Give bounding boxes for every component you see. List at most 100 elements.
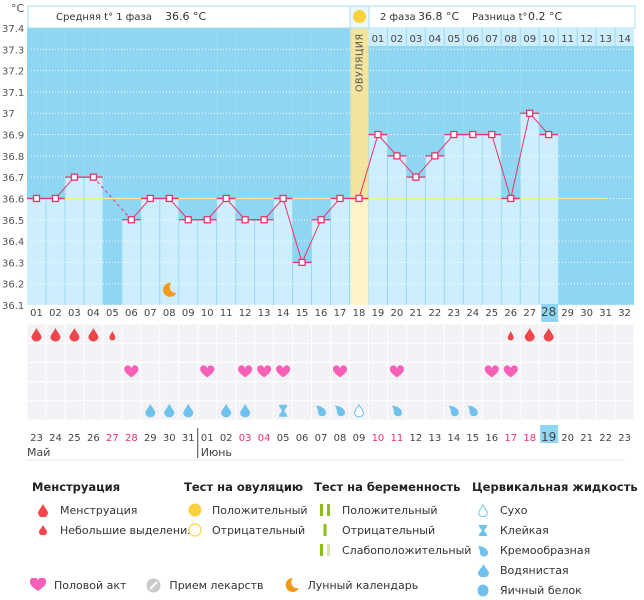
heart-icon: [484, 365, 499, 378]
calendar-cell: [255, 382, 274, 401]
calendar-cell: [501, 401, 520, 420]
calendar-date: 25: [68, 433, 81, 444]
calendar-cell: [596, 401, 615, 420]
calendar-cell: [65, 362, 84, 382]
calendar-cell: [425, 324, 444, 343]
calendar-cell: [596, 362, 615, 382]
temperature-bar: [311, 219, 331, 305]
calendar-date: 29: [144, 433, 157, 444]
temperature-point: [317, 216, 325, 224]
heart-icon: [238, 365, 253, 378]
legend-label: Лунный календарь: [307, 578, 419, 592]
calendar-cell: [615, 382, 634, 401]
temperature-bar: [330, 198, 350, 305]
calendar-cell: [65, 401, 84, 420]
cycle-day-label: 25: [485, 308, 498, 319]
egg-white-icon: [472, 583, 494, 597]
temperature-point: [241, 216, 249, 224]
temperature-bar: [273, 198, 293, 305]
calendar-date: 13: [428, 433, 441, 444]
temperature-bar: [539, 134, 559, 305]
temperature-point: [298, 258, 306, 267]
calendar-date: 30: [163, 433, 176, 444]
y-tick-label: 37.1: [2, 88, 24, 99]
today-highlight: [540, 425, 559, 443]
y-tick-label: 36.7: [2, 173, 24, 184]
pregnancy-weak-positive-icon: [314, 543, 336, 557]
cycle-day-label: 14: [277, 308, 290, 319]
calendar-cell: [520, 362, 539, 382]
calendar-cell: [482, 343, 501, 362]
calendar-cell: [122, 401, 141, 420]
cycle-day-label: 28: [541, 305, 556, 319]
watery-drop-icon: [240, 403, 251, 418]
temperature-bar: [292, 262, 312, 305]
temperature-bar: [235, 219, 255, 305]
calendar-cell: [65, 382, 84, 401]
calendar-cell: [520, 343, 539, 362]
calendar-cell: [198, 324, 217, 343]
calendar-date-weekend: 27: [106, 433, 119, 444]
cycle-day-label: 01: [30, 308, 43, 319]
calendar-cell: [274, 382, 293, 401]
pill-icon: [146, 578, 161, 593]
temperature-bar: [520, 113, 540, 305]
calendar-cell: [141, 324, 160, 343]
legend-label: Отрицательный: [342, 523, 436, 537]
legend-item: Кремообразная: [472, 540, 638, 560]
calendar-cell: [615, 401, 634, 420]
calendar-date: 22: [599, 433, 612, 444]
calendar-cell: [444, 343, 463, 362]
legend-label: Положительный: [342, 503, 438, 517]
calendar-date: 21: [580, 433, 593, 444]
calendar-cell: [103, 362, 122, 382]
creamy-drop-icon: [472, 544, 494, 557]
cycle-day-label: 05: [106, 308, 119, 319]
legend-label: Водянистая: [500, 563, 569, 577]
temperature-bar: [254, 219, 274, 305]
calendar-cell: [293, 324, 312, 343]
difference-value: 0.2 °C: [528, 10, 562, 23]
calendar-cell: [539, 382, 558, 401]
calendar-cell: [463, 343, 482, 362]
cycle-day-label: 15: [296, 308, 309, 319]
calendar-cell: [482, 382, 501, 401]
calendar-cell: [425, 401, 444, 420]
calendar-cell: [84, 401, 103, 420]
calendar-cell: [312, 362, 331, 382]
y-tick-label: 37.2: [2, 67, 24, 78]
calendar-cell: [293, 382, 312, 401]
pregnancy-negative-icon: [314, 523, 336, 537]
phase2-day-label: 11: [561, 34, 574, 45]
cycle-day-label: 21: [410, 308, 423, 319]
y-tick-label: 37.3: [2, 45, 24, 56]
blood-drop-icon: [31, 328, 42, 342]
calendar-date: 02: [220, 433, 233, 444]
calendar-cell: [349, 362, 368, 382]
calendar-cell: [274, 324, 293, 343]
legend-item-intercourse: Половой акт: [30, 578, 126, 592]
calendar-cell: [577, 401, 596, 420]
calendar-date: 06: [296, 433, 309, 444]
creamy-drop-icon: [467, 405, 478, 417]
calendar-date: 19: [541, 430, 556, 444]
calendar-cell: [46, 362, 65, 382]
calendar-cell: [501, 343, 520, 362]
calendar-date: 24: [49, 433, 62, 444]
temperature-point: [526, 109, 534, 117]
calendar-cell: [463, 382, 482, 401]
calendar-cell: [349, 343, 368, 362]
calendar-cell: [84, 382, 103, 401]
sticky-hourglass-icon: [472, 524, 494, 537]
legend-menstruation: Менструация Менструация Небольшие выделе…: [32, 480, 194, 540]
temperature-point: [355, 194, 363, 203]
calendar-cell: [406, 382, 425, 401]
calendar-cell: [103, 343, 122, 362]
temperature-point: [507, 194, 515, 203]
calendar-cell: [387, 324, 406, 343]
temperature-bar: [27, 198, 46, 305]
creamy-drop-icon: [316, 405, 327, 417]
legend-other: Половой акт Прием лекарств Лунный календ…: [30, 577, 438, 593]
calendar-cell: [331, 324, 349, 343]
ovulation-sun-icon: [353, 10, 366, 23]
